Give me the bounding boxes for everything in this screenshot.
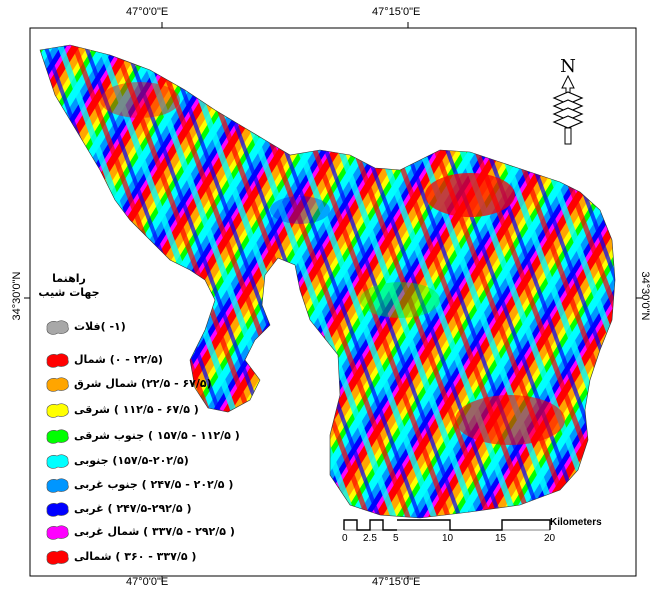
legend-label: ( ۱۱۲/۵ - ۱۵۷/۵ ) جنوب شرقی xyxy=(74,429,240,442)
legend-item: (۶۷/۵ - ۲۲/۵) شمال شرق xyxy=(34,376,274,394)
legend-swatch xyxy=(44,477,70,494)
legend-swatch xyxy=(44,402,70,419)
scale-unit: Kilometers xyxy=(550,517,602,528)
scale-bar: Kilometers 0 2.5 5 10 15 20 xyxy=(342,514,612,544)
scale-tick-20: 20 xyxy=(544,533,555,544)
legend-title-line2: جهات شیب xyxy=(34,286,104,300)
legend-item: ( ۶۷/۵ - ۱۱۲/۵ ) شرقی xyxy=(34,402,274,420)
coord-right: 34°30'0"N xyxy=(639,261,651,331)
legend-item: ( ۲۴۷/۵-۲۹۲/۵ ) غربی xyxy=(34,501,274,519)
legend-label: (۶۷/۵ - ۲۲/۵) شمال شرق xyxy=(74,377,212,390)
legend-label: ( ۲۴۷/۵-۲۹۲/۵ ) غربی xyxy=(74,502,191,515)
coord-bottom-left: 47°0'0"E xyxy=(126,576,168,588)
scale-tick-2.5: 2.5 xyxy=(363,533,377,544)
legend-swatch xyxy=(44,524,70,541)
legend-swatch xyxy=(44,501,70,518)
coord-top-right: 47°15'0"E xyxy=(372,6,420,18)
legend-label: ( ۶۷/۵ - ۱۱۲/۵ ) شرقی xyxy=(74,403,199,416)
scale-bar-graphic xyxy=(342,516,552,532)
coord-left: 34°30'0"N xyxy=(11,261,23,331)
legend-item: ( ۲۰۲/۵ - ۲۴۷/۵ ) جنوب غربی xyxy=(34,477,274,495)
legend-swatch xyxy=(44,319,70,336)
legend-label: ( ۲۹۲/۵ - ۳۳۷/۵ ) شمال غربی xyxy=(74,525,235,538)
legend-swatch xyxy=(44,549,70,566)
north-arrow-icon: N xyxy=(548,54,588,149)
coord-top-left: 47°0'0"E xyxy=(126,6,168,18)
scale-tick-5: 5 xyxy=(393,533,399,544)
legend-item: (۱۵۷/۵-۲۰۲/۵) جنوبی xyxy=(34,453,274,471)
legend-swatch xyxy=(44,453,70,470)
coord-bottom-right: 47°15'0"E xyxy=(372,576,420,588)
legend-swatch xyxy=(44,428,70,445)
legend-label: ( ۳۳۷/۵ - ۳۶۰ ) شمالی xyxy=(74,550,196,563)
scale-tick-10: 10 xyxy=(442,533,453,544)
legend-item: ( ۳۳۷/۵ - ۳۶۰ ) شمالی xyxy=(34,549,274,567)
legend-label: ( ۲۰۲/۵ - ۲۴۷/۵ ) جنوب غربی xyxy=(74,478,233,491)
legend-swatch xyxy=(44,352,70,369)
legend-item: ( ۱۱۲/۵ - ۱۵۷/۵ ) جنوب شرقی xyxy=(34,428,274,446)
legend-label: (۲۲/۵ - ۰) شمال xyxy=(74,353,163,366)
legend-label: (۱۵۷/۵-۲۰۲/۵) جنوبی xyxy=(74,454,189,467)
legend-label: (۱- )فلات xyxy=(74,320,126,333)
legend-title-line1: راهنما xyxy=(34,272,104,286)
legend-swatch xyxy=(44,376,70,393)
legend-title: راهنما جهات شیب xyxy=(34,272,104,300)
north-label: N xyxy=(560,56,576,77)
scale-tick-15: 15 xyxy=(495,533,506,544)
legend-item: (۱- )فلات xyxy=(34,319,274,337)
scale-tick-0: 0 xyxy=(342,533,348,544)
legend-item: ( ۲۹۲/۵ - ۳۳۷/۵ ) شمال غربی xyxy=(34,524,274,542)
legend-item: (۲۲/۵ - ۰) شمال xyxy=(34,352,274,370)
